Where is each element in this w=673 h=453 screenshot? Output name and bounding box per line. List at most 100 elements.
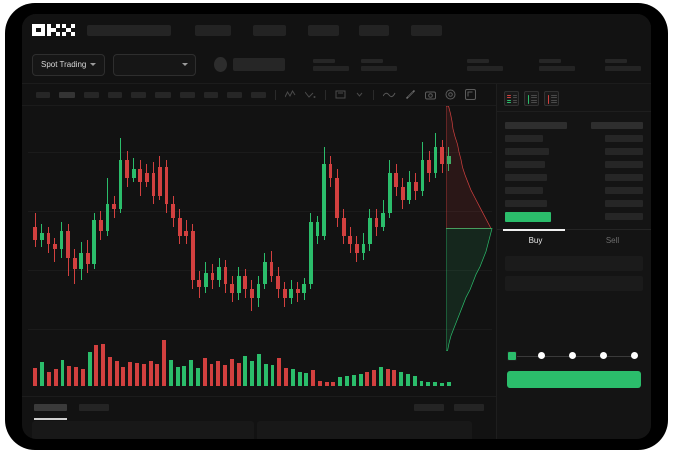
slider-stop-25[interactable] [538, 352, 545, 359]
orderbook-row[interactable] [497, 210, 651, 223]
orderbook-panel: Buy Sell [496, 84, 651, 439]
market-type-dropdown[interactable]: Spot Trading [32, 53, 106, 76]
interval-button-8[interactable] [204, 91, 218, 98]
volume-bar [60, 359, 65, 386]
nav-item-earn[interactable] [308, 24, 339, 36]
candle-body [85, 253, 90, 265]
orderbook-row[interactable] [497, 158, 651, 171]
fib-retracement-icon[interactable] [305, 90, 316, 99]
orders-panel-left [32, 421, 254, 439]
orders-action-2[interactable] [454, 404, 484, 411]
interval-button-6[interactable] [155, 91, 171, 98]
volume-bar [168, 359, 173, 386]
brush-icon[interactable] [405, 89, 416, 100]
interval-button-9[interactable] [227, 91, 242, 98]
interval-button-1[interactable] [36, 91, 50, 98]
stat-block-1 [312, 58, 349, 71]
candle-body [407, 182, 412, 200]
volume-bar [74, 366, 78, 386]
interval-button-5[interactable] [131, 91, 146, 98]
orderbook-row[interactable] [497, 197, 651, 210]
chevron-down-icon[interactable] [355, 90, 364, 99]
okx-logo[interactable] [32, 23, 75, 37]
orderbook-bids-icon[interactable] [524, 91, 539, 106]
trading-pair-select[interactable] [113, 53, 196, 76]
candle-body [197, 280, 202, 287]
orderbook-row[interactable] [497, 119, 651, 132]
candle-body [322, 164, 326, 236]
confirm-order-button[interactable] [507, 371, 641, 388]
orderbook-row[interactable] [497, 132, 651, 145]
volume-bar [419, 381, 424, 386]
volume-bar [182, 365, 187, 386]
interval-button-4[interactable] [108, 91, 122, 98]
interval-button-2[interactable] [59, 91, 75, 98]
stat-block-2 [360, 58, 397, 71]
amount-percent-slider[interactable] [507, 351, 641, 361]
interval-button-10[interactable] [251, 91, 266, 98]
candle-body [354, 244, 359, 254]
volume-bar [290, 369, 295, 386]
candle-body [217, 266, 221, 280]
nav-item-wallet[interactable] [359, 24, 389, 36]
candle-body [204, 273, 208, 287]
slider-stop-50[interactable] [569, 352, 576, 359]
orderbook-price-cell [505, 148, 549, 155]
volume-bar [392, 369, 397, 386]
volume-bar [358, 373, 363, 386]
tab-buy[interactable]: Buy [528, 236, 543, 245]
candlestick-series [32, 120, 452, 320]
orders-action-1[interactable] [414, 404, 444, 411]
candle-body [361, 244, 366, 254]
candle-body [256, 284, 261, 298]
volume-bar [229, 359, 234, 386]
settings-icon[interactable] [445, 89, 456, 100]
nav-item-trade[interactable] [253, 24, 286, 36]
interval-button-7[interactable] [180, 91, 195, 98]
orderbook-row[interactable] [497, 145, 651, 158]
orderbook-row[interactable] [497, 184, 651, 197]
volume-bar [128, 362, 133, 386]
orderbook-asks-icon[interactable] [544, 91, 559, 106]
trend-line-icon[interactable] [285, 90, 296, 99]
price-chart[interactable] [22, 106, 496, 396]
text-icon[interactable] [335, 90, 346, 99]
nav-item-more[interactable] [411, 24, 442, 36]
volume-bar [311, 369, 316, 386]
stat-label [360, 58, 383, 63]
chart-gridline [28, 270, 492, 271]
slider-stop-100[interactable] [631, 352, 638, 359]
volume-bar [189, 359, 194, 386]
volume-bar [317, 381, 322, 386]
orderbook-both-icon[interactable] [504, 91, 519, 106]
okx-logo-k [47, 23, 60, 37]
slider-handle[interactable] [507, 351, 517, 361]
candle-body [295, 288, 300, 294]
active-tab-underline [503, 229, 565, 231]
candle-body [427, 160, 431, 174]
nav-item-markets[interactable] [195, 24, 231, 36]
volume-bar [209, 363, 214, 386]
interval-button-3[interactable] [84, 91, 99, 98]
camera-icon[interactable] [425, 90, 436, 100]
volume-bar [223, 364, 228, 386]
amount-field[interactable] [505, 276, 643, 291]
slider-stop-75[interactable] [600, 352, 607, 359]
candle-body [144, 173, 149, 183]
candle-body [184, 231, 189, 236]
volume-bar [256, 354, 261, 386]
tab-sell[interactable]: Sell [605, 236, 620, 245]
fullscreen-icon[interactable] [465, 89, 476, 100]
stat-label [538, 58, 561, 63]
chart-toolbar [22, 84, 651, 106]
candle-body [177, 217, 182, 236]
orderbook-row[interactable] [497, 171, 651, 184]
tab-open-orders[interactable] [34, 404, 67, 411]
volume-bar [107, 357, 112, 386]
stat-block-5 [604, 58, 641, 71]
global-search-input[interactable] [87, 24, 171, 36]
volume-bar [202, 358, 207, 386]
indicator-icon[interactable] [383, 90, 396, 99]
price-field[interactable] [505, 256, 643, 271]
tab-order-history[interactable] [79, 404, 109, 411]
